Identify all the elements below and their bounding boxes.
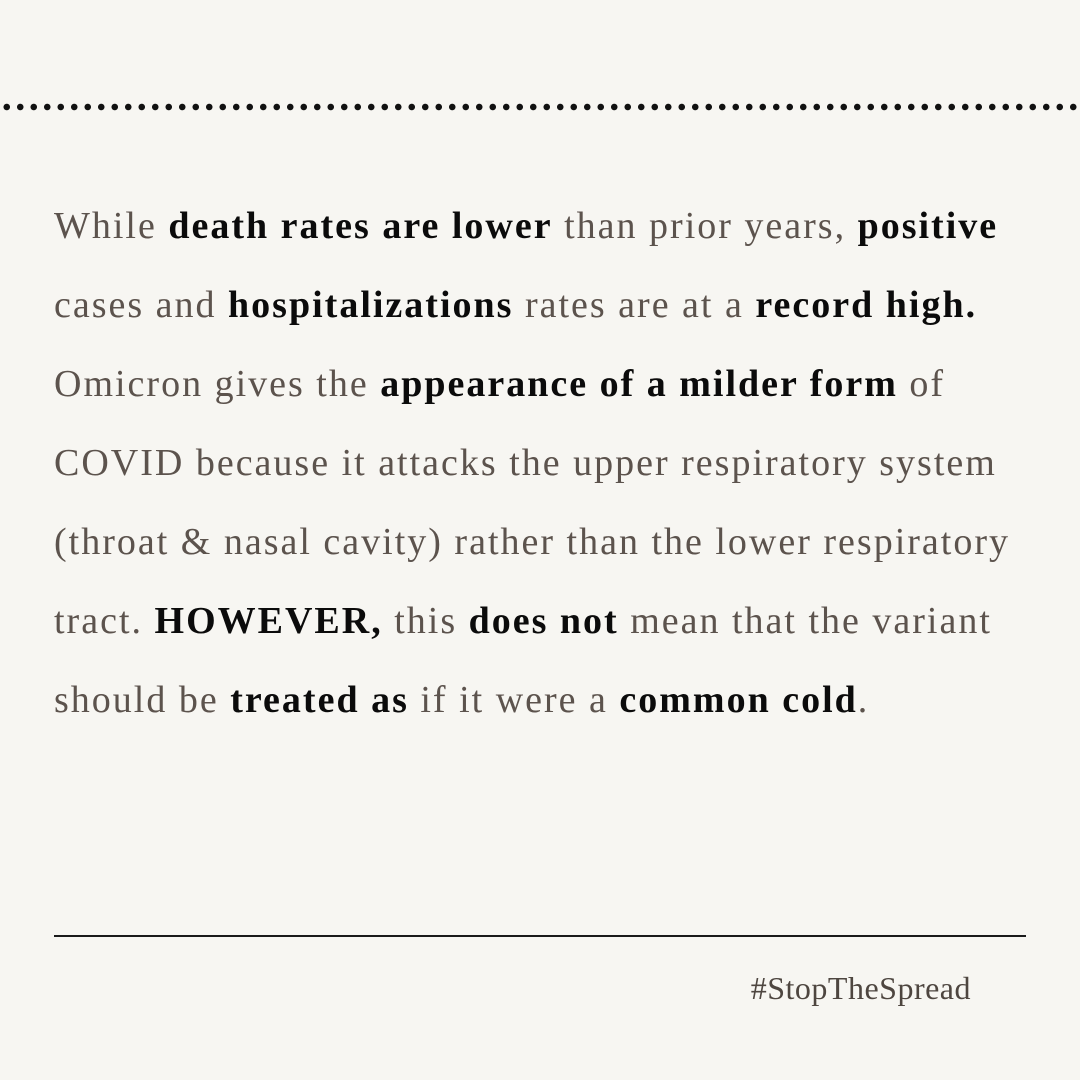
text-segment: . <box>857 679 870 721</box>
text-segment: rates are at a <box>513 284 756 326</box>
text-segment: While <box>54 205 169 247</box>
text-segment: mean that the variant should be <box>54 600 992 721</box>
emphasis-segment: positive <box>857 205 999 247</box>
dotted-divider <box>0 102 1080 112</box>
emphasis-segment: HOWEVER, <box>154 600 383 642</box>
emphasis-segment: record high. <box>755 284 978 326</box>
text-segment: Omicron gives the <box>54 363 381 405</box>
text-segment: of COVID because it attacks the upper re… <box>54 363 1010 642</box>
hashtag-label: #StopTheSpread <box>750 970 971 1006</box>
solid-divider <box>54 935 1026 937</box>
text-segment: if it were a <box>408 679 620 721</box>
body-paragraph: While death rates are lower than prior y… <box>54 187 1034 740</box>
emphasis-segment: common cold <box>619 679 858 721</box>
text-segment: this <box>382 600 469 642</box>
text-segment: cases and <box>54 284 229 326</box>
text-segment: than prior years, <box>552 205 858 247</box>
emphasis-segment: hospitalizations <box>228 284 514 326</box>
emphasis-segment: does not <box>468 600 619 642</box>
emphasis-segment: death rates are lower <box>168 205 553 247</box>
emphasis-segment: treated as <box>230 679 409 721</box>
emphasis-segment: appearance of a milder form <box>380 363 898 405</box>
